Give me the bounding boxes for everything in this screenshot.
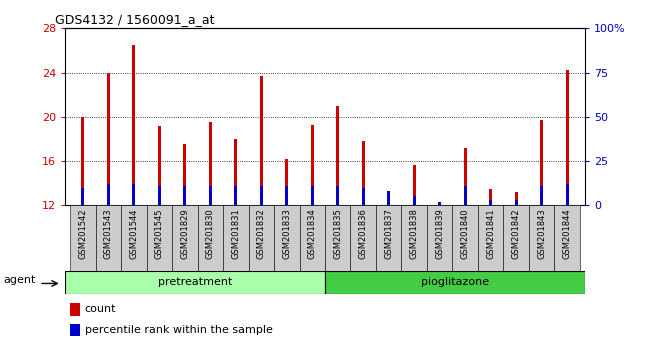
Text: percentile rank within the sample: percentile rank within the sample (84, 325, 272, 335)
Bar (554, 205, 580, 271)
Bar (325, 205, 350, 271)
Text: GSM201836: GSM201836 (359, 209, 368, 259)
Bar (350, 205, 376, 271)
Text: GSM201542: GSM201542 (79, 209, 87, 259)
Bar (300, 205, 325, 271)
Text: GSM201832: GSM201832 (257, 209, 266, 259)
Text: GSM201543: GSM201543 (104, 209, 113, 259)
Bar (438, 202, 441, 205)
Bar (235, 186, 237, 205)
Bar (402, 205, 427, 271)
Text: GSM201830: GSM201830 (206, 209, 215, 259)
Bar (566, 70, 569, 205)
Bar (107, 73, 110, 205)
Bar (413, 166, 415, 205)
Bar (336, 186, 339, 205)
Text: GSM201831: GSM201831 (231, 209, 240, 259)
Text: GSM201842: GSM201842 (512, 209, 521, 259)
Text: pretreatment: pretreatment (158, 277, 232, 287)
Text: GSM201843: GSM201843 (537, 209, 546, 259)
Text: GSM201544: GSM201544 (129, 209, 138, 259)
Bar (107, 184, 110, 205)
Bar (413, 196, 415, 205)
Bar (183, 144, 187, 205)
Bar (158, 126, 161, 205)
Bar (260, 186, 263, 205)
Bar (198, 205, 223, 271)
Bar (209, 122, 212, 205)
Text: GSM201841: GSM201841 (486, 209, 495, 259)
Bar (362, 141, 365, 205)
Bar (387, 203, 390, 205)
Bar (540, 186, 543, 205)
Bar (96, 205, 121, 271)
Bar (362, 188, 365, 205)
Text: GSM201844: GSM201844 (563, 209, 571, 259)
Bar (452, 205, 478, 271)
Bar (311, 125, 314, 205)
Bar (65, 271, 325, 294)
Bar (336, 106, 339, 205)
Bar (489, 200, 492, 205)
Bar (209, 186, 212, 205)
Bar (235, 139, 237, 205)
Bar (121, 205, 146, 271)
Bar (463, 186, 467, 205)
Bar (70, 303, 79, 316)
Text: GSM201835: GSM201835 (333, 209, 343, 259)
Bar (70, 205, 96, 271)
Text: GSM201829: GSM201829 (180, 209, 189, 259)
Bar (70, 324, 79, 336)
Bar (133, 45, 135, 205)
Bar (133, 184, 135, 205)
Bar (274, 205, 300, 271)
Text: GSM201834: GSM201834 (307, 209, 317, 259)
Bar (223, 205, 248, 271)
Bar (504, 205, 529, 271)
Bar (540, 120, 543, 205)
Bar (81, 188, 84, 205)
Bar (285, 186, 288, 205)
Text: GSM201833: GSM201833 (282, 209, 291, 259)
Text: GSM201838: GSM201838 (410, 209, 419, 259)
Text: count: count (84, 304, 116, 314)
Bar (438, 204, 441, 205)
Text: GSM201837: GSM201837 (384, 209, 393, 259)
Bar (158, 186, 161, 205)
Bar (172, 205, 198, 271)
Bar (81, 117, 84, 205)
Bar (478, 205, 504, 271)
Bar (183, 186, 187, 205)
Bar (515, 200, 517, 205)
Bar (529, 205, 554, 271)
Bar (311, 186, 314, 205)
Bar (285, 159, 288, 205)
Bar (387, 191, 390, 205)
Text: GSM201545: GSM201545 (155, 209, 164, 259)
Bar (515, 192, 517, 205)
Bar (489, 189, 492, 205)
Text: pioglitazone: pioglitazone (421, 277, 489, 287)
Bar (146, 205, 172, 271)
Text: GSM201840: GSM201840 (461, 209, 470, 259)
Bar (376, 205, 402, 271)
Bar (566, 184, 569, 205)
Bar (427, 205, 452, 271)
Bar (463, 148, 467, 205)
Text: GDS4132 / 1560091_a_at: GDS4132 / 1560091_a_at (55, 13, 214, 26)
Bar (248, 205, 274, 271)
Text: GSM201839: GSM201839 (436, 209, 444, 259)
Text: agent: agent (3, 275, 36, 285)
Bar (260, 76, 263, 205)
Bar (325, 271, 585, 294)
